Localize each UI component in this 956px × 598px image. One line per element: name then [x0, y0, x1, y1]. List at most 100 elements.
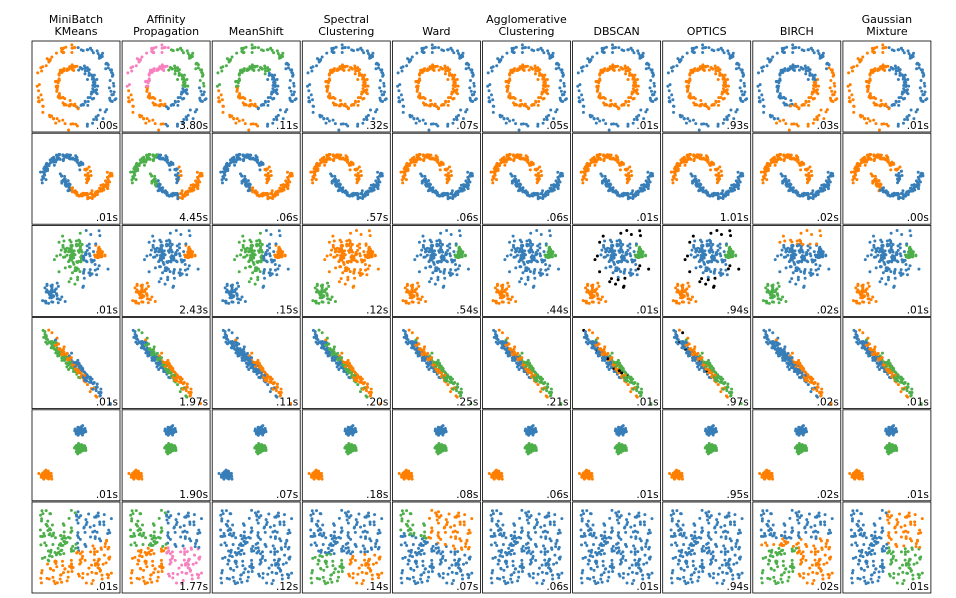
point	[374, 67, 378, 71]
point	[644, 67, 648, 71]
point	[173, 64, 177, 68]
timing: .57s	[366, 212, 388, 224]
panel: 2.43s	[121, 224, 211, 317]
point	[177, 252, 181, 256]
point	[434, 154, 438, 158]
point	[885, 154, 889, 158]
point	[810, 174, 814, 178]
point	[264, 173, 268, 177]
point	[196, 66, 200, 70]
point	[351, 49, 355, 53]
point	[536, 197, 540, 201]
point	[561, 93, 565, 97]
point	[632, 96, 636, 100]
timing: .00s	[907, 212, 929, 224]
point	[341, 186, 345, 190]
point	[93, 80, 97, 84]
point	[557, 66, 561, 70]
point	[105, 108, 109, 112]
point	[650, 99, 654, 103]
point	[601, 48, 605, 52]
point	[825, 61, 829, 65]
point	[592, 160, 596, 164]
point	[428, 104, 432, 108]
point	[894, 72, 898, 76]
panel: 4.45s	[121, 132, 211, 225]
point	[186, 52, 190, 56]
point	[426, 184, 430, 188]
point	[440, 192, 444, 196]
point	[382, 90, 386, 94]
point	[410, 55, 414, 59]
panel-frame	[662, 40, 752, 133]
point	[802, 49, 806, 53]
point	[636, 49, 640, 53]
point	[272, 194, 276, 198]
point	[720, 73, 724, 77]
point	[67, 128, 71, 132]
point	[105, 181, 109, 185]
point	[334, 177, 338, 181]
point	[808, 73, 812, 77]
point	[138, 58, 142, 62]
point	[737, 66, 741, 70]
point	[55, 281, 59, 285]
point	[631, 121, 635, 125]
point	[513, 174, 517, 178]
point	[803, 64, 807, 68]
point	[445, 167, 449, 171]
point	[711, 67, 715, 71]
point	[830, 99, 834, 103]
point	[375, 181, 379, 185]
panel: .57s	[301, 132, 391, 225]
point	[293, 98, 297, 102]
point	[331, 158, 335, 162]
point	[442, 49, 446, 53]
point	[691, 71, 695, 75]
point	[413, 163, 417, 167]
point	[721, 77, 725, 81]
point	[183, 84, 187, 88]
point	[221, 104, 225, 108]
point	[446, 77, 450, 81]
point	[188, 108, 192, 112]
point	[270, 90, 274, 94]
point	[443, 72, 447, 76]
point	[180, 48, 184, 52]
point	[74, 154, 78, 158]
point	[814, 80, 818, 84]
point	[330, 174, 334, 178]
point	[45, 282, 49, 286]
point	[150, 295, 154, 299]
point	[897, 103, 901, 107]
point	[83, 72, 87, 76]
point	[685, 153, 689, 157]
point	[879, 104, 883, 108]
point	[778, 119, 782, 123]
point	[68, 265, 72, 269]
point	[907, 84, 911, 88]
point	[653, 98, 657, 102]
point	[150, 48, 154, 52]
point	[775, 121, 779, 125]
point	[551, 54, 555, 58]
point	[41, 110, 45, 114]
point	[876, 69, 880, 73]
point	[701, 43, 705, 47]
point	[645, 61, 649, 65]
point	[176, 197, 180, 201]
point	[624, 193, 628, 197]
point	[644, 110, 648, 114]
point	[253, 190, 257, 194]
point	[63, 174, 67, 178]
point	[150, 174, 154, 178]
point	[285, 108, 289, 112]
point	[276, 52, 280, 56]
point	[347, 46, 351, 50]
point	[438, 168, 442, 172]
point	[39, 66, 43, 70]
point	[96, 52, 100, 56]
point	[382, 84, 386, 88]
panel-frame	[301, 40, 391, 133]
point	[433, 64, 437, 68]
